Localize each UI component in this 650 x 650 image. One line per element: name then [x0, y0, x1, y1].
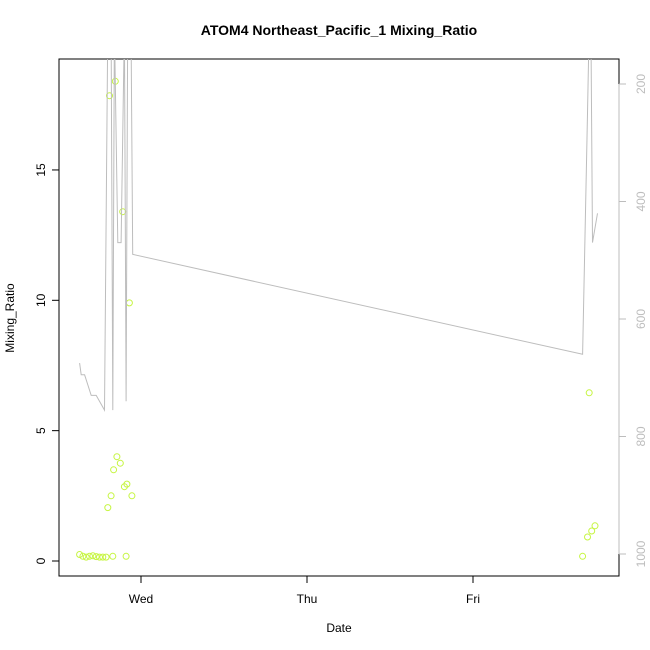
- mixing-ratio-point: [128, 492, 136, 500]
- y2-tick-label: 200: [634, 74, 648, 94]
- mixing-ratio-point: [110, 466, 118, 474]
- mixing-ratio-point: [109, 552, 117, 560]
- mixing-ratio-point: [106, 92, 113, 100]
- y-axis-label: Mixing_Ratio: [3, 283, 17, 353]
- mixing-ratio-point: [579, 552, 587, 560]
- plot-area-frame: [58, 58, 620, 577]
- y-tick-label: 5: [34, 427, 48, 434]
- mixing-ratio-point: [584, 533, 591, 541]
- y-tick-label: 10: [34, 293, 48, 307]
- mixing-ratio-point: [585, 389, 593, 397]
- y2-tick-label: 600: [634, 309, 648, 329]
- x-tick-label: Wed: [129, 592, 153, 606]
- mixing-ratio-point: [122, 552, 130, 560]
- mixing-ratio-point: [79, 552, 87, 560]
- y2-tick-label: 800: [634, 426, 648, 446]
- mixing-ratio-point: [123, 480, 131, 488]
- mixing-ratio-point: [116, 459, 124, 467]
- mixing-ratio-point: [89, 552, 97, 560]
- x-tick-label: Thu: [297, 592, 318, 606]
- y-tick-label: 15: [34, 163, 48, 177]
- mixing-ratio-point: [107, 492, 115, 500]
- mixing-ratio-point: [99, 553, 107, 561]
- mixing-ratio-point: [588, 527, 596, 535]
- y2-tick-label: 1000: [634, 540, 648, 567]
- mixing-ratio-point: [104, 504, 112, 512]
- mixing-ratio-point: [113, 453, 121, 461]
- mixing-ratio-point: [125, 299, 133, 307]
- x-tick-label: Fri: [466, 592, 480, 606]
- chart-title: ATOM4 Northeast_Pacific_1 Mixing_Ratio: [201, 22, 477, 38]
- y2-tick-label: 400: [634, 191, 648, 211]
- pressure-line-series: [79, 59, 598, 412]
- mixing-ratio-point: [102, 553, 110, 561]
- mixing-ratio-point: [591, 522, 599, 530]
- x-axis-label: Date: [326, 621, 352, 635]
- mixing-ratio-point: [86, 552, 93, 560]
- mixing-ratio-point: [82, 553, 90, 561]
- mixing-ratio-point: [96, 553, 103, 561]
- mixing-ratio-point: [76, 551, 84, 558]
- mixing-ratio-point: [92, 553, 100, 561]
- y-tick-label: 0: [34, 557, 48, 564]
